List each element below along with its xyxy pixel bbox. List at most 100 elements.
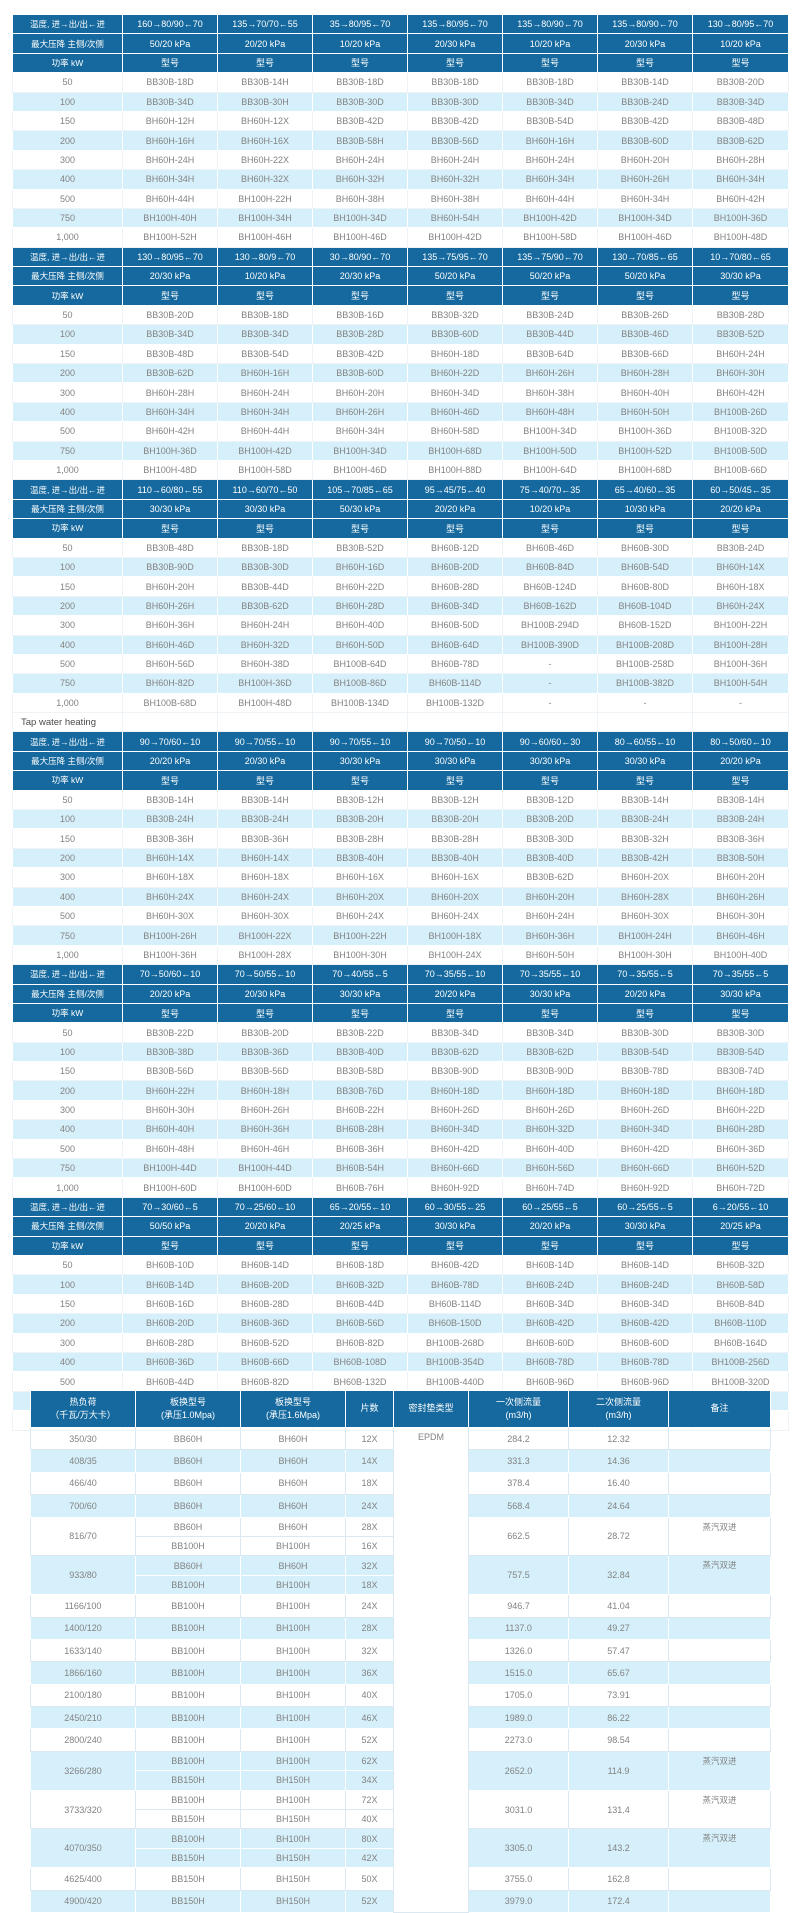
model-cell: BH60H-24X (122, 886, 218, 907)
model-1-6mpa-cell: BH100H (240, 1616, 346, 1640)
table-row: 400 BH60B-36D BH60B-66D BH60B-108D BH100B-35… (12, 1351, 789, 1373)
pressure-cell: 10/20 kPa (502, 498, 598, 520)
model-cell: BH60B-152D (597, 615, 693, 636)
pressure-cell: 50/50 kPa (122, 1216, 218, 1237)
table-row: 1,000 BH100B-68D BH100H-48D BH100B-134D BH10… (12, 692, 789, 714)
model-cell: BB30B-60D (407, 324, 503, 345)
power-cell: 300 (12, 867, 123, 888)
model-header-cell: 型号 (692, 518, 789, 539)
model-cell: BH60H-26H (217, 1099, 313, 1121)
pressure-cell: 20/30 kPa (122, 266, 218, 287)
table-row: 150 BB30B-36H BB30B-36H BB30B-28H BB30B-28H B… (12, 828, 789, 849)
model-cell: BH100H-60D (122, 1177, 218, 1198)
model-cell: BH60H-34H (122, 401, 218, 423)
primary-flow-cell: 568.4 (468, 1494, 569, 1518)
model-1-0mpa-cell: BB150H (135, 1889, 241, 1913)
model-1-0mpa-cell: BB150H (135, 1770, 241, 1791)
model-cell: BH60H-40H (122, 1119, 218, 1140)
model-cell: BB30B-58D (312, 1061, 408, 1082)
heat-load-cell: 2800/240 (30, 1728, 136, 1752)
plate-count-cell: 18X (345, 1574, 394, 1596)
model-cell: BH100H-22X (217, 925, 313, 946)
model-1-6mpa-cell: BH100H (240, 1535, 346, 1557)
model-cell: BB30B-54D (597, 1041, 693, 1063)
temp-range-cell: 6→20/55←10 (692, 1196, 789, 1218)
model-cell: BH60H-34H (312, 421, 408, 442)
model-1-0mpa-cell: BB60H (135, 1516, 241, 1537)
model-cell: BH60H-30H (122, 1099, 218, 1121)
model-cell: BH60B-12D (407, 537, 503, 558)
table-row: 150 BB30B-48D BB30B-54D BB30B-42D BH60H-18D B… (12, 343, 789, 365)
model-cell: BH60H-40D (312, 615, 408, 636)
table-row: 100 BB30B-24H BB30B-24H BB30B-20H BB30B-20H B… (12, 809, 789, 830)
model-cell: BH100B-268D (407, 1332, 503, 1353)
model-cell: BB30B-30D (692, 1022, 789, 1043)
power-header-label: 功率 kW (12, 52, 123, 74)
model-1-0mpa-cell: BB100H (135, 1789, 241, 1811)
power-cell: 300 (12, 382, 123, 403)
empty-cell (122, 712, 218, 733)
model-cell: BB30B-14H (122, 789, 218, 811)
pressure-row-label: 最大压降 主侧/次侧 (12, 750, 123, 772)
table-row: 2800/240 BB100H BH100H 52X 2273.0 98.54 (30, 1728, 771, 1752)
model-cell: BB30B-42D (597, 110, 693, 132)
model-cell: BH60B-54D (597, 556, 693, 578)
table-row: 2100/180 BB100H BH100H 40X 1705.0 73.91 (30, 1683, 771, 1708)
heat-load-cell: 4900/420 (30, 1889, 136, 1913)
model-cell: BH60H-24X (692, 595, 789, 617)
plate-count-cell: 16X (345, 1535, 394, 1557)
temp-range-cell: 70→35/55←5 (597, 964, 693, 985)
model-cell: BH60H-16X (217, 130, 313, 151)
model-cell: BH60H-38H (312, 188, 408, 209)
model-cell: BH60B-66D (217, 1351, 313, 1373)
heat-load-cell: 4070/350 (30, 1828, 136, 1869)
model-cell: BH100H-46D (597, 227, 693, 248)
model-cell: BH60H-18X (217, 867, 313, 888)
model-cell: BH60H-16H (502, 130, 598, 151)
model-cell: BH60H-36H (502, 925, 598, 946)
model-cell: BH100B-208D (597, 634, 693, 655)
heat-load-cell: 816/70 (30, 1516, 136, 1557)
model-cell: BB30B-40D (502, 847, 598, 869)
model-cell: BH60B-14D (502, 1254, 598, 1276)
model-cell: BH60B-162D (502, 595, 598, 617)
pressure-cell: 20/20 kPa (122, 750, 218, 772)
model-1-6mpa-cell: BH150H (240, 1867, 346, 1891)
model-cell: BH100H-26H (122, 925, 218, 946)
model-cell: BB30B-32D (407, 304, 503, 326)
model-cell: BB30B-20D (217, 1022, 313, 1043)
table-row: 50 BB30B-20D BB30B-18D BB30B-16D BB30B-32D BB… (12, 304, 789, 326)
pressure-header-row: 最大压降 主侧/次侧 50/20 kPa 20/20 kPa 10/20 kPa 20/… (12, 33, 789, 54)
model-1-6mpa-cell: BH150H (240, 1770, 346, 1791)
model-cell: BH60B-20D (407, 556, 503, 578)
model-cell: BH60H-20H (122, 576, 218, 597)
model-cell: BH100H-48D (692, 227, 789, 248)
model-cell: BH60H-82D (122, 673, 218, 694)
model-cell: BB30B-24H (122, 809, 218, 830)
model-cell: BB30B-34D (122, 324, 218, 345)
table-row: 750 BH100H-40H BH100H-34H BH100H-34D BH60H-5… (12, 207, 789, 229)
model-cell: BH60H-26D (597, 1099, 693, 1121)
model-cell: - (502, 673, 598, 694)
model-cell: - (502, 692, 598, 714)
model-header-cell: 型号 (407, 1235, 503, 1257)
power-cell: 1,000 (12, 227, 123, 248)
primary-flow-cell: 1515.0 (468, 1661, 569, 1685)
model-cell: BH100H-36D (122, 440, 218, 461)
table-row: 150 BH60H-20H BB30B-44D BH60H-22D BH60B-28D B… (12, 576, 789, 597)
model-cell: BH100H-48D (217, 692, 313, 714)
model-cell: BH60H-44H (217, 421, 313, 442)
model-header-cell: 型号 (597, 285, 693, 306)
model-cell: BB30B-60D (597, 130, 693, 151)
model-cell: BH60H-22D (692, 1099, 789, 1121)
primary-flow-cell: 3979.0 (468, 1889, 569, 1913)
temp-range-cell: 110→60/70←50 (217, 479, 313, 500)
model-cell: BH100H-24X (407, 944, 503, 966)
model-cell: BH60B-46D (502, 537, 598, 558)
pressure-cell: 20/25 kPa (312, 1216, 408, 1237)
model-cell: BH100B-390D (502, 634, 598, 655)
model-cell: BH100H-46D (312, 227, 408, 248)
table-row: 500 BH60H-44H BH100H-22H BH60H-38H BH60H-38H… (12, 188, 789, 209)
model-1-6mpa-cell: BH100H (240, 1638, 346, 1663)
pressure-cell: 30/30 kPa (312, 983, 408, 1004)
